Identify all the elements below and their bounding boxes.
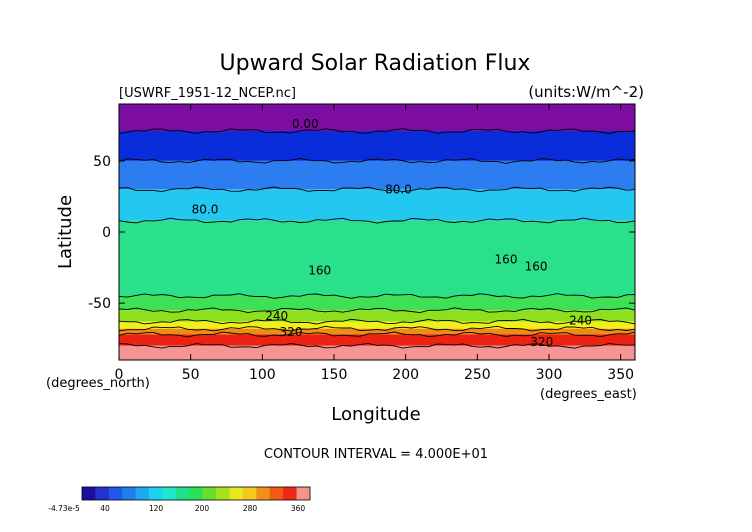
colorbar-tick-label: 200 [195, 504, 210, 513]
contour-line [118, 307, 636, 314]
y-tick-label: -50 [88, 296, 111, 312]
colorbar-frame [81, 486, 311, 501]
colorbar-labels: -4.73e-5 40 120 200 280 360 [48, 504, 305, 513]
heatmap-band [119, 328, 635, 335]
colorbar-swatch [242, 487, 257, 500]
colorbar-tick-label: 120 [149, 504, 164, 513]
contour-line [118, 342, 636, 349]
contour-line [118, 325, 636, 332]
contour-label: 80.0 [385, 183, 412, 197]
x-axis-title: Longitude [331, 404, 421, 425]
colorbar-swatch [135, 487, 150, 500]
contour-label: 80.0 [192, 203, 219, 217]
colorbar-swatch [269, 487, 284, 500]
heatmap-band [119, 296, 635, 311]
heatmap-area: 0.00 80.0 80.0 160 160 160 240 240 320 320 [118, 104, 636, 360]
colorbar-swatch [149, 487, 163, 500]
units-label: (units:W/m^-2) [528, 83, 644, 101]
heatmap-band [119, 131, 635, 161]
colorbar-tick-label: -4.73e-5 [48, 504, 80, 513]
colorbar-tick-label: 40 [100, 504, 110, 513]
contour-line [118, 157, 636, 164]
heatmap-band [119, 104, 635, 132]
x-tick-label: 150 [321, 367, 348, 383]
contour-label: 160 [495, 252, 518, 266]
contour-label: 320 [530, 335, 553, 349]
contour-label: 320 [280, 325, 303, 339]
x-tick-label: 0 [115, 367, 124, 383]
colorbar-swatch [202, 487, 217, 500]
heatmap-band [119, 189, 635, 221]
y-units-label: (degrees_north) [46, 376, 150, 391]
y-axis: -50 0 50 [88, 154, 635, 312]
contour-line [118, 128, 636, 134]
x-tick-label: 300 [536, 367, 563, 383]
colorbar-swatch [216, 487, 230, 500]
heatmap-band [119, 345, 635, 360]
colorbar-swatch [229, 487, 244, 500]
heatmap-band [119, 220, 635, 296]
contour-label: 0.00 [292, 117, 319, 131]
colorbar-swatch [82, 487, 96, 500]
y-tick-label: 0 [102, 225, 111, 241]
contour-interval-text: CONTOUR INTERVAL = 4.000E+01 [264, 447, 488, 462]
chart-title: Upward Solar Radiation Flux [220, 51, 531, 76]
colorbar-swatch [189, 487, 203, 500]
y-tick-label: 50 [93, 154, 111, 170]
colorbar-swatch [175, 487, 190, 500]
x-tick-label: 200 [392, 367, 419, 383]
file-label: [USWRF_1951-12_NCEP.nc] [119, 86, 296, 101]
colorbar-swatch [122, 487, 136, 500]
heatmap-band [119, 334, 635, 346]
colorbar-swatch [256, 487, 271, 500]
heatmap-band [119, 321, 635, 329]
x-axis: 0 50 100 150 200 250 300 350 [115, 104, 634, 383]
x-tick-label: 50 [182, 367, 200, 383]
contour-label: 160 [308, 264, 331, 278]
heatmap-band [119, 160, 635, 190]
contour-line [118, 293, 636, 299]
heatmap-band [119, 310, 635, 322]
contour-line [118, 186, 636, 193]
colorbar-swatch [95, 487, 110, 500]
x-units-label: (degrees_east) [540, 387, 637, 402]
x-tick-label: 350 [607, 367, 634, 383]
colorbar-swatch [283, 487, 297, 500]
colorbar-swatch [162, 487, 177, 500]
contour-label: 240 [265, 309, 288, 323]
y-axis-title: Latitude [55, 195, 76, 269]
contour-label: 160 [525, 259, 548, 273]
colorbar-tick-label: 280 [243, 504, 258, 513]
colorbar [81, 486, 311, 501]
contour-line [118, 331, 636, 338]
colorbar-swatch [108, 487, 123, 500]
contour-line [118, 217, 636, 224]
colorbar-swatch [296, 487, 311, 500]
x-tick-label: 100 [249, 367, 276, 383]
contour-line [118, 318, 636, 325]
contour-label: 240 [569, 313, 592, 327]
colorbar-tick-label: 360 [291, 504, 306, 513]
x-tick-label: 250 [464, 367, 491, 383]
